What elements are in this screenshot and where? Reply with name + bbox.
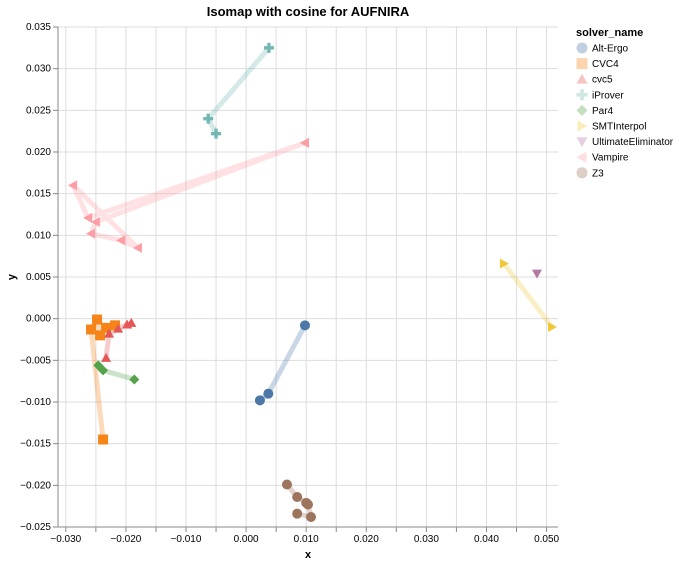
series-line-vampire bbox=[70, 140, 306, 251]
point-cvc4 bbox=[98, 434, 109, 445]
point-cvc4 bbox=[95, 330, 106, 341]
grid bbox=[58, 26, 558, 528]
point-cvc5 bbox=[126, 317, 137, 327]
x-tick-label: 0.000 bbox=[234, 534, 259, 545]
point-alt-ergo bbox=[299, 320, 310, 331]
y-tick-label: −0.010 bbox=[20, 397, 51, 408]
point-vampire bbox=[86, 228, 96, 239]
point-vampire bbox=[68, 180, 78, 191]
point-iprover bbox=[203, 113, 214, 124]
series-line-iprover bbox=[205, 46, 271, 135]
x-tick-label: 0.040 bbox=[474, 534, 499, 545]
x-tick-label: 0.020 bbox=[354, 534, 379, 545]
legend-title: solver_name bbox=[576, 27, 643, 39]
point-z3 bbox=[292, 508, 303, 519]
point-z3 bbox=[292, 492, 303, 502]
series-lines bbox=[70, 46, 554, 520]
legend-symbol-iprover bbox=[576, 89, 588, 101]
point-alt-ergo bbox=[263, 388, 274, 399]
y-tick-label: 0.020 bbox=[26, 147, 51, 158]
point-cvc5 bbox=[113, 323, 124, 333]
point-cvc4 bbox=[101, 322, 112, 333]
point-cvc4 bbox=[92, 314, 103, 325]
x-tick-label: −0.020 bbox=[110, 534, 141, 545]
point-cvc4 bbox=[110, 320, 121, 331]
y-tick-label: 0.035 bbox=[26, 22, 51, 33]
legend: solver_name Alt-Ergo CVC4 cvc5 iProver Par4 S… bbox=[576, 27, 674, 179]
legend-symbol-smtinterpol bbox=[577, 120, 588, 132]
y-tick-label: 0.010 bbox=[26, 230, 51, 241]
legend-label-cvc5: cvc5 bbox=[592, 75, 613, 86]
x-axis-label: x bbox=[305, 549, 312, 561]
point-smtinterpol bbox=[547, 322, 557, 332]
y-tick-label: 0.025 bbox=[26, 105, 51, 116]
series-points bbox=[68, 42, 557, 522]
legend-label-iprover: iProver bbox=[592, 90, 624, 101]
point-cvc5 bbox=[104, 328, 115, 338]
y-tick-label: 0.000 bbox=[26, 314, 51, 325]
legend-symbol-z3 bbox=[576, 167, 588, 179]
y-tick-label: −0.005 bbox=[20, 355, 51, 366]
y-tick-label: 0.015 bbox=[26, 189, 51, 200]
x-tick-label: 0.030 bbox=[414, 534, 439, 545]
point-cvc4 bbox=[86, 324, 97, 335]
legend-label-alt-ergo: Alt-Ergo bbox=[592, 44, 629, 55]
point-iprover bbox=[263, 42, 274, 53]
legend-label-ultimateeliminator: UltimateEliminator bbox=[592, 137, 674, 148]
y-axis: 0.035 0.030 0.025 0.020 0.015 0.010 0.005 0.000… bbox=[20, 22, 59, 533]
point-vampire bbox=[90, 217, 100, 227]
x-tick-label: −0.010 bbox=[171, 534, 202, 545]
point-vampire bbox=[83, 212, 93, 223]
legend-symbol-ultimateeliminator bbox=[576, 137, 588, 148]
point-vampire bbox=[116, 235, 126, 246]
point-z3 bbox=[303, 499, 313, 510]
y-tick-label: 0.030 bbox=[26, 64, 51, 75]
y-tick-label: 0.005 bbox=[26, 272, 51, 283]
series-line-smtinterpol bbox=[501, 262, 554, 329]
point-vampire bbox=[299, 137, 309, 148]
legend-symbol-par4 bbox=[576, 104, 588, 116]
legend-label-par4: Par4 bbox=[592, 106, 614, 117]
point-par4 bbox=[98, 365, 109, 376]
y-tick-label: −0.020 bbox=[20, 480, 51, 491]
y-axis-label: y bbox=[6, 273, 18, 280]
legend-label-smtinterpol: SMTInterpol bbox=[592, 122, 646, 133]
x-tick-label: 0.050 bbox=[534, 534, 559, 545]
point-ultimateeliminator bbox=[531, 269, 542, 279]
chart-title: Isomap with cosine for AUFNIRA bbox=[207, 4, 410, 19]
point-z3 bbox=[281, 479, 292, 490]
x-axis: −0.030 −0.020 −0.010 0.000 0.010 0.020 0.030 0.… bbox=[50, 526, 560, 545]
legend-symbol-alt-ergo bbox=[576, 42, 588, 54]
point-iprover bbox=[211, 128, 222, 139]
legend-symbol-cvc5 bbox=[576, 73, 588, 84]
legend-label-vampire: Vampire bbox=[592, 153, 629, 164]
point-par4 bbox=[129, 374, 140, 385]
legend-label-z3: Z3 bbox=[592, 168, 604, 179]
y-tick-label: −0.025 bbox=[20, 522, 51, 533]
x-tick-label: −0.030 bbox=[50, 534, 81, 545]
legend-symbol-vampire bbox=[576, 151, 587, 163]
point-smtinterpol bbox=[499, 258, 509, 269]
point-alt-ergo bbox=[254, 395, 265, 406]
x-tick-label: 0.010 bbox=[294, 534, 319, 545]
point-z3 bbox=[306, 512, 317, 522]
point-vampire bbox=[132, 242, 142, 253]
point-cvc5 bbox=[101, 352, 112, 362]
legend-symbol-cvc4 bbox=[576, 58, 588, 70]
y-tick-label: −0.015 bbox=[20, 439, 51, 450]
legend-label-cvc4: CVC4 bbox=[592, 59, 619, 70]
